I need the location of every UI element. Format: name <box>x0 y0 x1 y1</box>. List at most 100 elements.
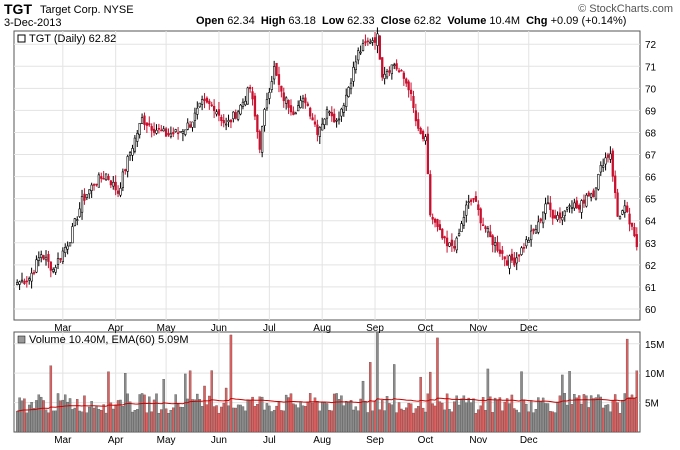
candle-body <box>273 66 276 80</box>
candle-body <box>489 231 492 238</box>
volume-bar <box>426 393 430 433</box>
volume-bar <box>325 403 329 433</box>
volume-bar <box>155 393 158 433</box>
volume-bar <box>73 407 77 433</box>
candle-body <box>337 118 341 121</box>
candle-body <box>217 109 221 116</box>
candle-body <box>393 64 396 66</box>
candle-body <box>349 82 353 90</box>
volume-bar <box>275 405 278 433</box>
copyright-link[interactable]: © StockCharts.com <box>578 3 673 15</box>
candle-body <box>385 71 389 78</box>
candle-body <box>505 260 509 266</box>
candle-body <box>263 109 266 126</box>
volume-bar <box>510 394 514 433</box>
candle-body <box>618 216 622 220</box>
candle-body <box>68 242 72 247</box>
volume-bar <box>104 412 108 433</box>
volume-bar <box>205 404 209 433</box>
candle-body <box>133 137 137 152</box>
candle-body <box>323 118 326 125</box>
candle-body <box>321 123 324 131</box>
volume-bar <box>400 408 403 433</box>
volume-bar <box>265 403 269 433</box>
candle-body <box>112 181 115 187</box>
candle-body <box>203 98 206 101</box>
volume-bar <box>145 412 149 433</box>
volume-bar <box>174 394 177 433</box>
volume-bar <box>126 393 129 433</box>
volume-bar <box>609 411 612 433</box>
candle-body <box>32 272 36 274</box>
candle-body <box>261 126 264 153</box>
candle-body <box>486 228 490 233</box>
volume-bar <box>371 410 374 433</box>
candle-body <box>184 129 187 135</box>
candle-body <box>301 97 305 103</box>
candle-body <box>246 87 249 105</box>
candle-body <box>493 242 497 246</box>
volume-bar <box>61 399 65 433</box>
volume-bar <box>628 397 631 433</box>
volume-bar <box>373 400 377 433</box>
volume-bar <box>296 407 300 433</box>
volume-bar <box>498 397 502 433</box>
candle-body <box>614 175 617 193</box>
candle-body <box>378 35 381 60</box>
volume-bar <box>236 404 240 433</box>
candle-body <box>405 78 408 84</box>
volume-bar <box>513 408 516 433</box>
volume-bar <box>388 403 391 433</box>
candle-body <box>23 280 26 284</box>
candle-body <box>441 228 444 239</box>
volume-bar <box>599 396 603 433</box>
candle-body <box>196 107 199 115</box>
volume-bar <box>263 409 266 433</box>
candle-body <box>294 112 297 115</box>
price-tick-label: 66 <box>645 173 657 184</box>
candle-body <box>347 87 350 97</box>
candle-body <box>220 116 223 122</box>
candle-body <box>520 247 523 255</box>
volume-bar <box>253 406 257 433</box>
candle-body <box>140 117 144 124</box>
candle-body <box>578 205 581 210</box>
candle-body <box>609 153 612 160</box>
volume-bar <box>97 409 101 433</box>
candle-body <box>287 99 290 108</box>
candle-body <box>397 70 401 72</box>
candle-body <box>623 205 626 213</box>
candle-body <box>438 224 442 231</box>
volume-bar <box>116 400 120 433</box>
month-tick-label: Mar <box>54 323 72 334</box>
candle-body <box>40 254 43 258</box>
price-tick-label: 64 <box>645 217 657 228</box>
candle-body <box>330 112 333 117</box>
volume-bar <box>450 411 454 433</box>
candle-body <box>282 92 285 102</box>
candle-body <box>30 272 33 282</box>
volume-bar <box>92 407 96 433</box>
volume-bar <box>402 410 406 433</box>
volume-bar <box>462 395 466 433</box>
volume-bar <box>78 410 81 433</box>
candle-body <box>109 180 113 186</box>
volume-bar <box>563 393 566 433</box>
volume-bar <box>532 412 535 433</box>
month-tick-label: Aug <box>313 323 331 334</box>
volume-bar <box>340 395 343 433</box>
volume-bar <box>534 408 538 433</box>
volume-bar <box>280 410 283 433</box>
volume-bar <box>356 410 360 433</box>
candle-body <box>587 192 590 197</box>
price-legend-text: TGT (Daily) 62.82 <box>29 33 116 45</box>
volume-month-tick-label: Dec <box>520 435 538 446</box>
candle-body <box>328 111 331 114</box>
candle-body <box>71 226 74 244</box>
grid-lines <box>14 31 640 432</box>
volume-bar <box>573 394 576 433</box>
volume-bar <box>414 408 418 433</box>
volume-bar <box>15 410 19 433</box>
volume-bar <box>51 410 55 433</box>
candle-body <box>594 187 598 200</box>
